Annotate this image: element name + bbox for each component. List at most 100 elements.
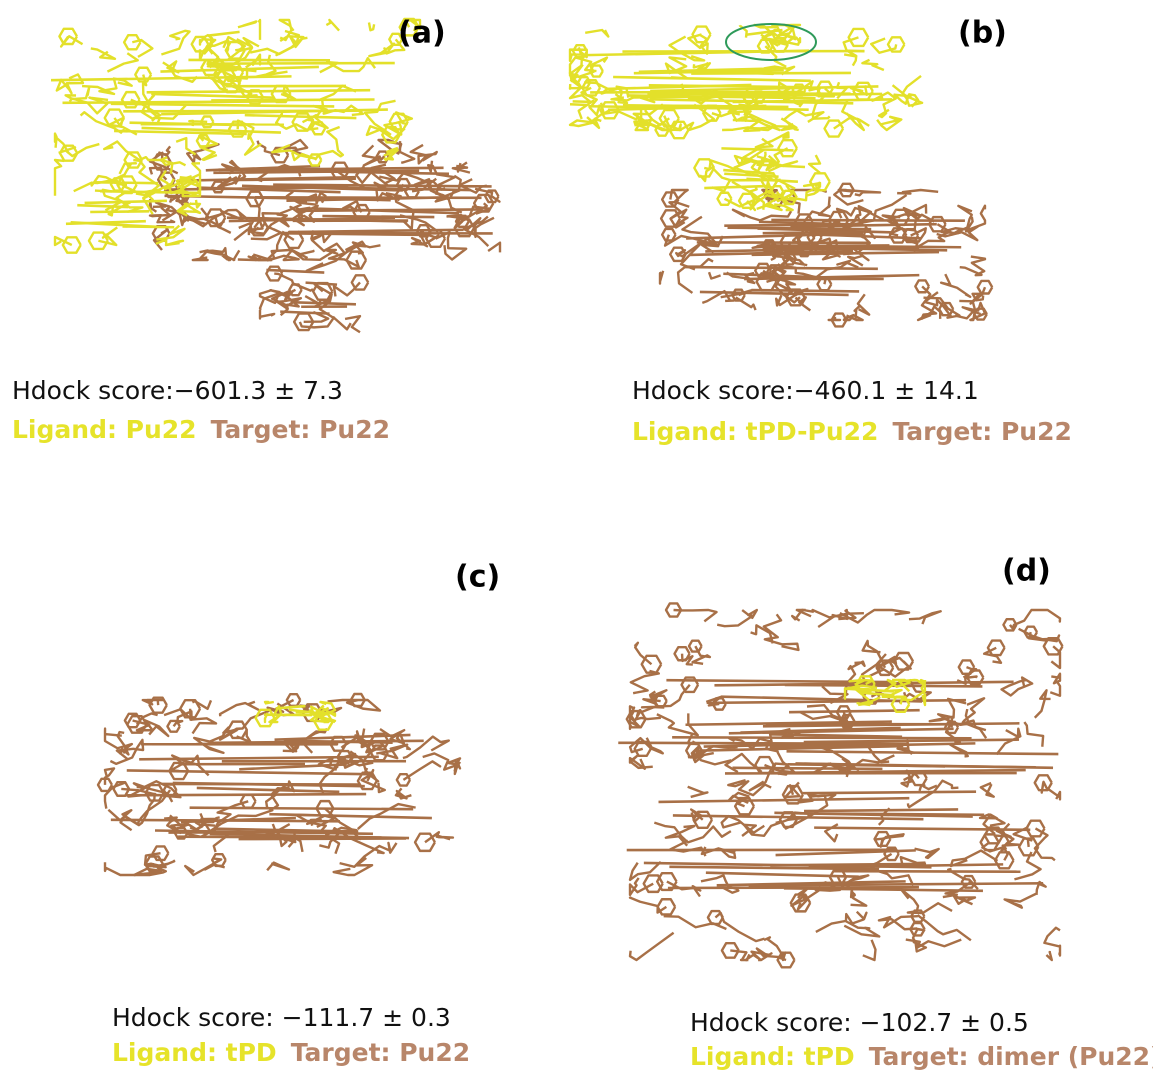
molecule-bond [954,896,975,904]
panel-label: (c) [455,560,500,595]
score-text: Hdock score: −102.7 ± 0.5 [690,1008,1029,1037]
panel-label: (d) [1002,554,1051,589]
molecule-bond [1046,952,1051,960]
molecule-bond [799,794,836,803]
molecule-bond [1051,646,1060,668]
molecule-bond [844,51,856,65]
molecule-bond [804,197,830,222]
molecule-bond [1044,928,1060,956]
ligand-text: Ligand: tPD-Pu22 [632,417,878,446]
molecule-bond [732,768,882,769]
molecule-bond [636,718,661,719]
molecule-bond [415,834,435,851]
molecule-bond [193,250,208,260]
molecule-bond [257,55,288,77]
target-text: Target: Pu22 [211,415,390,444]
molecule-bond [785,685,983,686]
molecule-bond [178,837,391,838]
molecule-bond [941,274,970,297]
molecule-bond [781,118,796,130]
molecule-bond [659,798,910,802]
molecule-bond [804,740,1019,742]
molecule-bond [755,757,773,773]
molecule-bond [369,22,374,30]
molecule-bond [809,155,820,173]
molecule-bond [245,115,357,118]
target-text: Target: Pu22 [892,417,1071,446]
molecule-bond [901,889,952,913]
molecule-bond [862,693,894,696]
molecule-bond [1002,678,1033,696]
molecule-bond [190,709,216,734]
molecule-bond [57,74,83,93]
molecule-bond [55,160,64,196]
molecule-bond [858,294,869,314]
molecule-bond [666,57,687,78]
molecule-bond [746,30,782,35]
molecule-bond [630,756,653,769]
molecule-bond [1035,690,1051,717]
score-text: Hdock score:−460.1 ± 14.1 [632,376,979,405]
molecule-bond [90,211,149,212]
molecule-bond [863,940,876,960]
molecule-bond [717,610,757,626]
molecule-bond [306,283,338,285]
molecule-bond [220,702,258,716]
molecule-bond [950,745,968,757]
molecule-bond [803,792,976,793]
molecule-bond [190,794,277,834]
molecule-bond [672,737,971,738]
molecule-bond [411,145,437,164]
molecule-bond [771,220,965,221]
molecule-bond [266,270,324,273]
molecule-bond [751,290,859,291]
molecule-bond [585,30,608,36]
molecule-bond [238,21,256,27]
molecule-bond [1024,722,1043,747]
molecule-bond [756,165,805,167]
molecule-bond [85,201,167,203]
molecule-bond [190,808,414,810]
molecule-bond [630,933,674,960]
molecule-bond [702,847,736,858]
molecule-bond [326,20,339,31]
molecule-bond [700,292,849,295]
molecule-bond [763,232,863,233]
molecule-bond [893,76,923,106]
molecule-bond [709,272,721,278]
molecule-bond [618,743,908,744]
molecule-bond [77,205,128,207]
molecule-bond [684,267,877,269]
molecule-bond [804,809,958,811]
panel-label: (a) [398,16,446,51]
molecule-bond [833,871,1021,872]
molecule-bond [762,245,889,246]
molecule-bond [660,271,663,284]
molecule-bond [664,916,727,929]
molecule-bond [91,48,115,58]
molecule-bond [840,610,909,623]
molecule-bond [872,93,895,118]
ligand-text: Ligand: tPD [690,1042,855,1071]
molecule-bond [770,864,926,865]
molecule-bond [267,863,289,871]
molecule-bond [453,166,470,173]
molecule-bond [209,32,240,36]
panel-label: (b) [958,16,1007,51]
molecule-bond [816,921,879,936]
molecule-bond [319,86,356,100]
molecule-bond [207,63,395,64]
molecule-bond [100,191,199,193]
figure: (a) Hdock score:−601.3 ± 7.3 Ligand: Pu2… [0,0,1153,1073]
molecule-bond [613,77,811,81]
molecule-bond [630,862,661,880]
molecule-bond [396,788,412,798]
molecule-bond [877,117,901,130]
molecule-bond [981,783,994,797]
molecule-bond [736,297,756,310]
molecule-bond [211,100,374,101]
target-text: Target: dimer (Pu22) [869,1042,1153,1071]
molecule-bond [691,73,851,74]
molecule-bond [260,310,274,319]
molecule-bond [488,243,500,253]
